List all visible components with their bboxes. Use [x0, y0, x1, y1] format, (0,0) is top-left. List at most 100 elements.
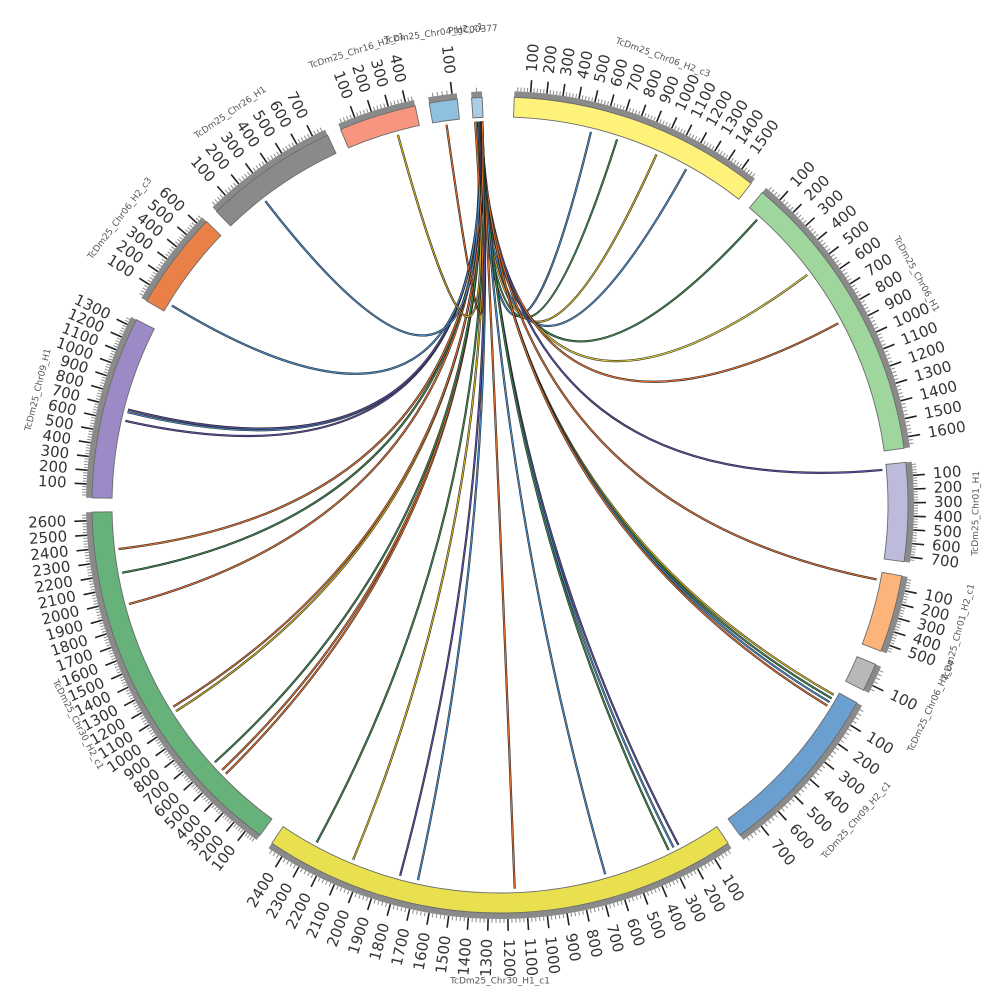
minor-tick	[251, 837, 255, 842]
minor-tick	[317, 877, 321, 882]
minor-tick	[139, 714, 144, 718]
tick-label: 200	[38, 457, 68, 477]
minor-tick	[85, 557, 90, 560]
minor-tick	[87, 574, 93, 577]
major-tick	[176, 226, 187, 236]
minor-tick	[853, 287, 858, 291]
minor-tick	[631, 897, 635, 902]
minor-tick	[903, 598, 908, 601]
minor-tick	[356, 112, 359, 117]
minor-tick	[774, 191, 778, 196]
minor-tick	[609, 904, 612, 909]
minor-tick	[119, 676, 124, 679]
minor-tick	[416, 910, 418, 915]
major-tick	[173, 770, 184, 780]
minor-tick	[665, 884, 668, 889]
minor-tick	[372, 106, 376, 111]
minor-tick	[211, 804, 216, 809]
chromosome-chr09_h1: 1002003004005006007008009001000110012001…	[23, 291, 155, 499]
major-tick	[872, 684, 884, 692]
minor-tick	[201, 794, 205, 799]
link-ribbon	[480, 121, 670, 851]
minor-tick	[307, 872, 310, 877]
tick-label: 2600	[28, 512, 67, 531]
chromosome-block	[883, 461, 909, 563]
major-tick	[310, 875, 318, 888]
minor-tick	[835, 259, 840, 264]
minor-tick	[125, 689, 130, 692]
minor-tick	[168, 757, 173, 761]
minor-tick	[96, 395, 101, 398]
major-tick	[446, 915, 450, 928]
major-tick	[90, 619, 103, 625]
tick-label: 1100	[521, 937, 542, 976]
tick-band	[880, 575, 908, 654]
minor-tick	[185, 777, 190, 781]
minor-tick	[898, 615, 903, 618]
minor-tick	[412, 909, 414, 914]
minor-tick	[342, 117, 346, 122]
minor-tick	[674, 125, 677, 130]
minor-tick	[335, 885, 339, 890]
major-tick	[661, 885, 668, 898]
major-tick	[193, 792, 203, 802]
minor-tick	[87, 569, 92, 571]
major-tick	[609, 94, 615, 107]
minor-tick	[864, 306, 869, 310]
minor-tick	[593, 908, 596, 913]
minor-tick	[111, 350, 116, 353]
minor-tick	[362, 109, 366, 114]
minor-tick	[767, 820, 772, 824]
minor-tick	[321, 879, 325, 884]
minor-tick	[285, 145, 289, 150]
minor-tick	[128, 694, 133, 698]
minor-tick	[638, 110, 641, 116]
minor-tick	[879, 670, 884, 673]
minor-tick	[800, 217, 804, 221]
minor-tick	[899, 395, 904, 398]
minor-tick	[601, 906, 604, 911]
minor-tick	[639, 894, 642, 899]
minor-tick	[781, 808, 785, 812]
minor-tick	[607, 101, 610, 106]
minor-tick	[847, 728, 852, 732]
minor-tick	[668, 882, 672, 887]
minor-tick	[764, 822, 768, 827]
minor-tick	[390, 101, 393, 106]
minor-tick	[842, 736, 847, 740]
minor-tick	[870, 688, 875, 692]
tick-label: 1000	[541, 935, 563, 975]
minor-tick	[120, 678, 125, 682]
minor-tick	[93, 600, 98, 603]
minor-tick	[171, 246, 175, 250]
minor-tick	[99, 384, 104, 387]
minor-tick	[118, 332, 123, 335]
minor-tick	[909, 442, 914, 445]
minor-tick	[129, 696, 134, 700]
minor-tick	[875, 677, 880, 681]
minor-tick	[730, 157, 734, 162]
minor-tick	[750, 834, 754, 839]
minor-tick	[191, 784, 195, 788]
tick-label: 200	[540, 44, 561, 74]
tick-band	[86, 317, 137, 498]
minor-tick	[840, 739, 845, 743]
minor-tick	[903, 410, 908, 412]
tick-label: 900	[562, 932, 584, 963]
minor-tick	[436, 91, 439, 96]
minor-tick	[101, 379, 106, 382]
minor-tick	[235, 825, 239, 830]
minor-tick	[300, 137, 304, 142]
minor-tick	[313, 130, 316, 135]
minor-tick	[269, 850, 273, 855]
minor-tick	[211, 201, 216, 206]
major-tick	[893, 631, 906, 637]
minor-tick	[121, 327, 126, 330]
minor-tick	[826, 248, 831, 252]
major-tick	[594, 90, 599, 103]
major-tick	[794, 795, 804, 805]
chromosome-chr06_h2b: 1002003004005006007008009001000110012001…	[513, 36, 783, 200]
major-tick	[449, 81, 453, 94]
minor-tick	[574, 912, 577, 917]
